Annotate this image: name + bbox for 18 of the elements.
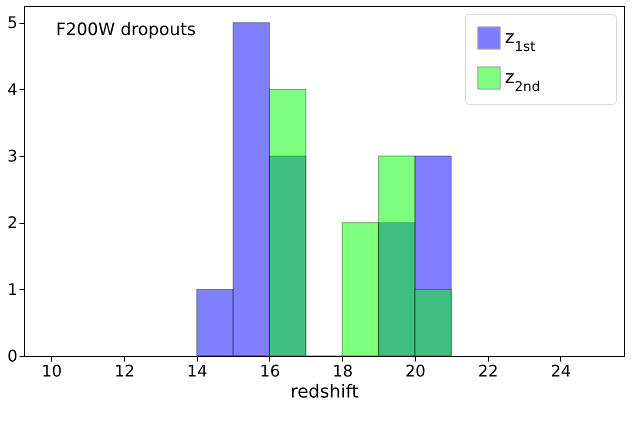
- y-tick-label: 2: [7, 213, 18, 232]
- y-tick-label: 1: [7, 280, 18, 299]
- x-tick-label: 18: [332, 362, 353, 380]
- x-tick-label: 24: [550, 362, 572, 380]
- x-axis-title: redshift: [290, 382, 359, 402]
- x-tick-label: 20: [405, 362, 426, 380]
- annotation: F200W dropouts: [56, 20, 196, 40]
- x-tick-label: 12: [114, 362, 135, 380]
- y-tick-label: 3: [7, 146, 18, 166]
- x-tick-label: 14: [187, 362, 208, 380]
- x-tick-label: 16: [260, 362, 280, 380]
- y-tick-label: 5: [7, 13, 18, 32]
- legend-label: z$_{2nd}$: [505, 67, 540, 95]
- y-tick-label: 4: [7, 80, 18, 99]
- y-tick-label: 0: [7, 346, 18, 366]
- x-tick-label: 22: [478, 362, 498, 380]
- legend-label: z$_{1st}$: [505, 27, 536, 55]
- x-tick-label: 10: [42, 362, 62, 380]
